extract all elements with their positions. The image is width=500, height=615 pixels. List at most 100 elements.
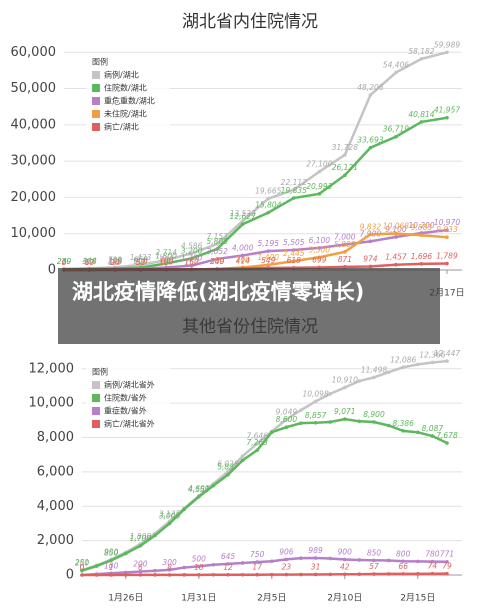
data-label: 4,600 [188,484,210,493]
data-point [394,235,398,239]
data-label: 300 [162,558,177,567]
data-label: 3,000 [159,511,181,520]
data-label: 8,857 [305,411,327,420]
data-point [124,570,128,575]
data-label: 8,087 [422,424,444,433]
data-label: 1,800 [155,251,177,260]
data-point [215,242,219,246]
series-line [81,417,448,572]
data-label: 12 [223,563,233,572]
data-point [164,258,168,262]
data-point [445,441,449,445]
data-label: 7,646 [246,432,268,441]
data-label: 10,098 [302,389,328,398]
data-point [94,573,99,577]
data-label: 6,028 [217,459,239,468]
y-tick-label: 12,000 [29,361,75,376]
data-point [255,448,259,452]
legend-label: 住院数/湖北 [104,83,147,93]
data-point [292,187,296,192]
y-tick-label: 30,000 [11,154,57,169]
data-point [372,558,376,563]
data-point [343,385,347,390]
data-label: 444 [82,256,97,265]
data-point [215,247,219,251]
data-point [138,263,143,267]
data-label: 8,386 [392,419,414,428]
data-label: 500 [192,554,207,563]
data-point [299,408,303,412]
y-tick-label: 10,000 [29,396,75,411]
data-label: 31,728 [332,143,358,152]
data-point [284,417,289,422]
data-point [211,483,216,488]
data-point [394,134,398,139]
legend-swatch [92,381,100,389]
data-point [445,115,449,120]
data-point [430,559,435,564]
data-point [313,420,318,425]
data-label: 900 [338,548,353,557]
data-label: 249 [210,257,225,266]
data-label: 60 [85,258,95,267]
data-point [445,228,449,232]
x-tick-label: 2月10日 [327,593,362,604]
data-label: 4,551 [188,485,209,494]
data-point [153,568,157,573]
data-point [343,265,347,269]
data-label: 4,586 [181,241,203,250]
data-label: 42 [340,562,350,571]
data-label: 618 [287,256,302,265]
x-tick-label: 1月26日 [108,593,143,604]
data-point [167,568,172,572]
data-label: 871 [338,255,352,264]
y-tick-label: 0 [48,263,56,278]
data-point [357,558,362,562]
data-label: 12,627 [230,212,256,221]
data-point [109,573,113,577]
data-point [109,558,113,563]
data-label: 120 [108,258,123,267]
x-tick-label: 2月15日 [400,593,435,604]
data-point [266,263,271,267]
data-label: 7,263 [246,438,268,447]
y-tick-label: 10,000 [11,226,57,241]
data-label: 200 [133,560,148,569]
data-point [240,222,245,226]
data-point [394,70,398,75]
data-point [401,559,406,564]
data-point [343,173,347,178]
data-label: 57 [369,562,379,571]
series-line [81,556,448,577]
data-label: 5,000 [334,240,356,249]
data-point [182,573,186,577]
data-point [270,559,274,564]
data-label: 33,693 [357,136,383,145]
legend-swatch [92,123,100,131]
data-label: 20 [110,258,120,267]
data-label: 15,804 [255,201,281,210]
data-label: 23 [282,563,292,572]
data-label: 10,200 [408,221,434,230]
data-label: 52 [136,258,146,267]
legend-label: 病例/湖北省外 [104,380,155,390]
data-point [292,196,296,200]
data-point [317,192,322,196]
data-point [368,145,373,150]
data-label: 771 [440,550,454,559]
data-point [386,572,391,576]
data-point [266,210,271,215]
data-point [226,562,230,566]
data-point [445,559,449,564]
data-label: 645 [221,552,236,561]
data-label: 399 [108,257,123,266]
data-point [284,557,289,562]
data-point [182,565,186,570]
data-point [419,57,424,61]
data-point [386,423,391,428]
data-point [372,420,376,424]
y-tick-label: 50,000 [11,81,57,96]
data-label: 5,837 [217,463,239,472]
